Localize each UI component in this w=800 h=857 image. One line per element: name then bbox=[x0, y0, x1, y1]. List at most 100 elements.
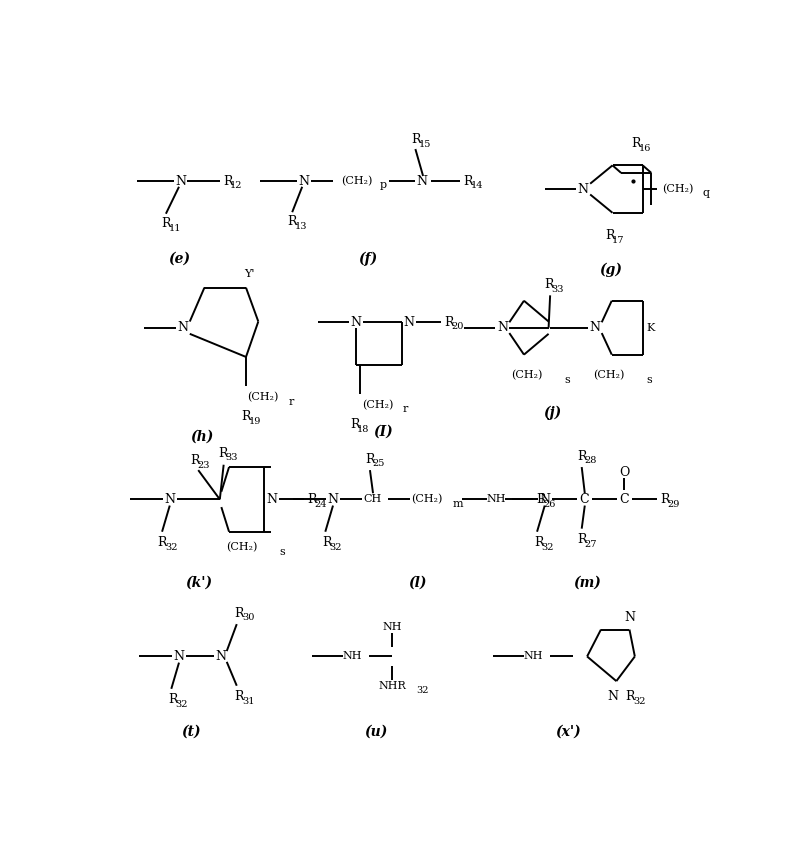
Text: 16: 16 bbox=[639, 144, 651, 153]
Text: 32: 32 bbox=[633, 697, 646, 705]
Text: (I): (I) bbox=[373, 424, 393, 439]
Text: (CH₂): (CH₂) bbox=[226, 542, 257, 552]
Text: R: R bbox=[287, 215, 297, 228]
Text: NH: NH bbox=[486, 494, 506, 505]
Text: (CH₂): (CH₂) bbox=[511, 370, 542, 381]
Text: R: R bbox=[660, 493, 670, 506]
Text: N: N bbox=[327, 493, 338, 506]
Text: (CH₂): (CH₂) bbox=[411, 494, 442, 505]
Text: (CH₂): (CH₂) bbox=[662, 184, 693, 195]
Text: R: R bbox=[463, 175, 473, 188]
Text: N: N bbox=[175, 175, 186, 188]
Text: N: N bbox=[624, 611, 635, 624]
Text: O: O bbox=[619, 466, 630, 479]
Text: R: R bbox=[158, 536, 167, 549]
Text: (g): (g) bbox=[598, 263, 622, 277]
Text: 32: 32 bbox=[165, 542, 178, 552]
Text: 32: 32 bbox=[175, 699, 188, 709]
Text: N: N bbox=[404, 315, 414, 329]
Text: N: N bbox=[298, 175, 310, 188]
Text: C: C bbox=[579, 493, 589, 506]
Text: (f): (f) bbox=[358, 251, 378, 266]
Text: 27: 27 bbox=[585, 540, 597, 548]
Text: r: r bbox=[403, 405, 409, 414]
Text: 32: 32 bbox=[330, 542, 342, 552]
Text: R: R bbox=[444, 315, 454, 329]
Text: R: R bbox=[577, 450, 586, 463]
Text: R: R bbox=[234, 607, 244, 620]
Text: (CH₂): (CH₂) bbox=[247, 392, 278, 402]
Text: 33: 33 bbox=[226, 453, 238, 462]
Text: R: R bbox=[536, 493, 546, 506]
Text: R: R bbox=[322, 536, 332, 549]
Text: q: q bbox=[702, 188, 710, 198]
Text: s: s bbox=[565, 375, 570, 385]
Text: 19: 19 bbox=[249, 417, 261, 426]
Text: Y': Y' bbox=[245, 269, 255, 279]
Text: N: N bbox=[215, 650, 226, 663]
Text: 30: 30 bbox=[242, 614, 254, 622]
Text: C: C bbox=[619, 493, 629, 506]
Text: NH: NH bbox=[382, 622, 402, 632]
Text: R: R bbox=[223, 175, 232, 188]
Text: N: N bbox=[497, 321, 508, 334]
Text: (t): (t) bbox=[181, 725, 200, 739]
Text: 28: 28 bbox=[585, 457, 597, 465]
Text: N: N bbox=[266, 493, 277, 506]
Text: R: R bbox=[577, 533, 586, 546]
Text: CH: CH bbox=[363, 494, 382, 505]
Text: N: N bbox=[590, 321, 600, 334]
Text: N: N bbox=[539, 493, 550, 506]
Text: R: R bbox=[605, 230, 614, 243]
Text: 13: 13 bbox=[295, 222, 307, 231]
Text: 14: 14 bbox=[470, 182, 483, 190]
Text: R: R bbox=[411, 134, 421, 147]
Text: p: p bbox=[380, 180, 387, 190]
Text: N: N bbox=[417, 175, 428, 188]
Text: 11: 11 bbox=[169, 224, 181, 233]
Text: R: R bbox=[307, 493, 316, 506]
Text: N: N bbox=[174, 650, 185, 663]
Text: R: R bbox=[632, 137, 642, 150]
Text: K: K bbox=[646, 323, 654, 333]
Text: R: R bbox=[234, 690, 244, 703]
Text: s: s bbox=[279, 547, 285, 557]
Text: (CH₂): (CH₂) bbox=[593, 370, 624, 381]
Text: 32: 32 bbox=[542, 542, 554, 552]
Text: R: R bbox=[190, 454, 200, 467]
Text: (u): (u) bbox=[364, 725, 387, 739]
Text: NHR: NHR bbox=[378, 680, 406, 691]
Text: N: N bbox=[350, 315, 362, 329]
Text: 17: 17 bbox=[612, 236, 625, 245]
Text: 15: 15 bbox=[419, 140, 431, 149]
Text: R: R bbox=[626, 690, 635, 703]
Text: (k'): (k') bbox=[186, 576, 213, 590]
Text: R: R bbox=[366, 452, 375, 466]
Text: 33: 33 bbox=[551, 285, 564, 294]
Text: NH: NH bbox=[523, 651, 543, 662]
Text: 18: 18 bbox=[358, 425, 370, 434]
Text: (CH₂): (CH₂) bbox=[341, 177, 373, 187]
Text: (j): (j) bbox=[543, 405, 562, 420]
Text: N: N bbox=[178, 321, 188, 334]
Text: s: s bbox=[646, 375, 652, 385]
Text: 31: 31 bbox=[242, 697, 254, 705]
Text: N: N bbox=[164, 493, 175, 506]
Text: 25: 25 bbox=[373, 459, 385, 469]
Text: NH: NH bbox=[342, 651, 362, 662]
Text: 24: 24 bbox=[314, 500, 326, 508]
Text: R: R bbox=[168, 693, 178, 706]
Text: m: m bbox=[452, 499, 463, 509]
Text: (x'): (x') bbox=[555, 725, 581, 739]
Text: r: r bbox=[288, 397, 294, 406]
Text: 32: 32 bbox=[416, 686, 429, 695]
Text: (e): (e) bbox=[168, 251, 190, 266]
Text: (m): (m) bbox=[573, 576, 601, 590]
Text: 12: 12 bbox=[230, 182, 242, 190]
Text: (h): (h) bbox=[190, 430, 214, 444]
Text: R: R bbox=[162, 217, 170, 231]
Text: N: N bbox=[578, 183, 589, 195]
Text: R: R bbox=[534, 536, 543, 549]
Text: N: N bbox=[608, 690, 618, 703]
Text: R: R bbox=[544, 278, 554, 291]
